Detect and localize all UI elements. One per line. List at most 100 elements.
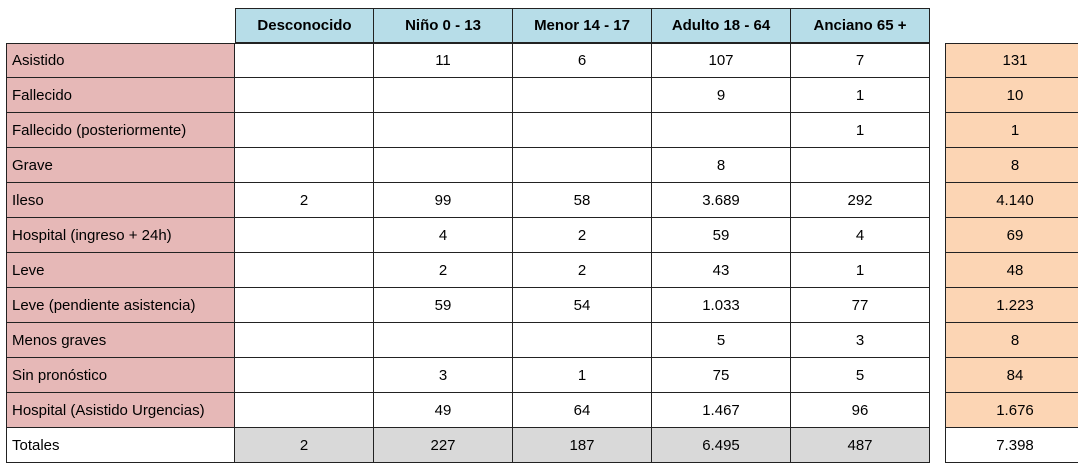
table-cell: 59 <box>652 218 791 253</box>
table-cell: 2 <box>513 253 652 288</box>
table-cell: 1.467 <box>652 393 791 428</box>
table-cell <box>374 148 513 183</box>
column-header: Desconocido <box>235 8 374 43</box>
table-cell: 75 <box>652 358 791 393</box>
grand-total: 7.398 <box>945 428 1078 463</box>
table-cell: 54 <box>513 288 652 323</box>
footer-cell: 487 <box>791 428 930 463</box>
gap-cell <box>930 78 945 113</box>
table-cell <box>791 148 930 183</box>
table-cell: 5 <box>791 358 930 393</box>
table-cell <box>235 218 374 253</box>
footer-label: Totales <box>6 428 235 463</box>
row-label: Sin pronóstico <box>6 358 235 393</box>
table-cell <box>235 288 374 323</box>
table-cell: 49 <box>374 393 513 428</box>
table-cell: 9 <box>652 78 791 113</box>
table-cell <box>235 253 374 288</box>
gap-cell <box>930 113 945 148</box>
footer-cell: 6.495 <box>652 428 791 463</box>
table-cell: 7 <box>791 43 930 78</box>
table-cell <box>652 113 791 148</box>
gap-cell <box>930 428 945 463</box>
table-cell <box>235 393 374 428</box>
table-cell: 64 <box>513 393 652 428</box>
row-label: Leve (pendiente asistencia) <box>6 288 235 323</box>
footer-cell: 227 <box>374 428 513 463</box>
table-cell: 5 <box>652 323 791 358</box>
row-label: Menos graves <box>6 323 235 358</box>
table-cell: 4 <box>374 218 513 253</box>
table-cell <box>235 323 374 358</box>
table-cell: 11 <box>374 43 513 78</box>
column-header: Menor 14 - 17 <box>513 8 652 43</box>
row-total: 84 <box>945 358 1078 393</box>
row-total: 1.223 <box>945 288 1078 323</box>
table-cell: 77 <box>791 288 930 323</box>
footer-cell: 2 <box>235 428 374 463</box>
table-cell: 8 <box>652 148 791 183</box>
row-total: 8 <box>945 323 1078 358</box>
table-cell <box>513 323 652 358</box>
gap-cell <box>930 393 945 428</box>
table-cell: 3 <box>374 358 513 393</box>
table-cell <box>513 148 652 183</box>
table-cell <box>374 78 513 113</box>
table-cell: 107 <box>652 43 791 78</box>
table-cell <box>513 78 652 113</box>
table-cell: 2 <box>374 253 513 288</box>
row-label: Asistido <box>6 43 235 78</box>
table-cell <box>513 113 652 148</box>
table-cell: 6 <box>513 43 652 78</box>
table-cell: 292 <box>791 183 930 218</box>
table-cell <box>374 113 513 148</box>
row-label: Ileso <box>6 183 235 218</box>
gap-cell <box>930 8 945 43</box>
table-cell: 1 <box>791 78 930 113</box>
row-total: 1 <box>945 113 1078 148</box>
row-label: Fallecido (posteriormente) <box>6 113 235 148</box>
row-total: 8 <box>945 148 1078 183</box>
table-cell: 59 <box>374 288 513 323</box>
table-cell <box>235 113 374 148</box>
table-cell: 99 <box>374 183 513 218</box>
gap-cell <box>930 358 945 393</box>
row-total: 10 <box>945 78 1078 113</box>
gap-cell <box>930 148 945 183</box>
table-cell: 3 <box>791 323 930 358</box>
column-header: Niño 0 - 13 <box>374 8 513 43</box>
table-cell: 96 <box>791 393 930 428</box>
corner-cell <box>6 8 235 43</box>
gap-cell <box>930 288 945 323</box>
table-cell: 43 <box>652 253 791 288</box>
table-cell <box>374 323 513 358</box>
row-total: 1.676 <box>945 393 1078 428</box>
gap-cell <box>930 218 945 253</box>
table-cell <box>235 358 374 393</box>
table-cell: 4 <box>791 218 930 253</box>
row-total: 69 <box>945 218 1078 253</box>
table-cell: 2 <box>235 183 374 218</box>
gap-cell <box>930 183 945 218</box>
table-cell: 58 <box>513 183 652 218</box>
data-table: Desconocido Niño 0 - 13 Menor 14 - 17 Ad… <box>6 8 1078 463</box>
row-label: Fallecido <box>6 78 235 113</box>
row-label: Leve <box>6 253 235 288</box>
footer-cell: 187 <box>513 428 652 463</box>
column-header: Anciano 65 + <box>791 8 930 43</box>
row-total: 131 <box>945 43 1078 78</box>
table-cell <box>235 43 374 78</box>
row-label: Hospital (Asistido Urgencias) <box>6 393 235 428</box>
row-label: Grave <box>6 148 235 183</box>
row-total: 4.140 <box>945 183 1078 218</box>
gap-cell <box>930 43 945 78</box>
table-cell: 3.689 <box>652 183 791 218</box>
row-label: Hospital (ingreso + 24h) <box>6 218 235 253</box>
table-cell <box>235 78 374 113</box>
gap-cell <box>930 323 945 358</box>
total-header-cell <box>945 8 1078 43</box>
row-total: 48 <box>945 253 1078 288</box>
column-header: Adulto 18 - 64 <box>652 8 791 43</box>
table-cell: 1 <box>791 253 930 288</box>
table-cell: 1 <box>791 113 930 148</box>
